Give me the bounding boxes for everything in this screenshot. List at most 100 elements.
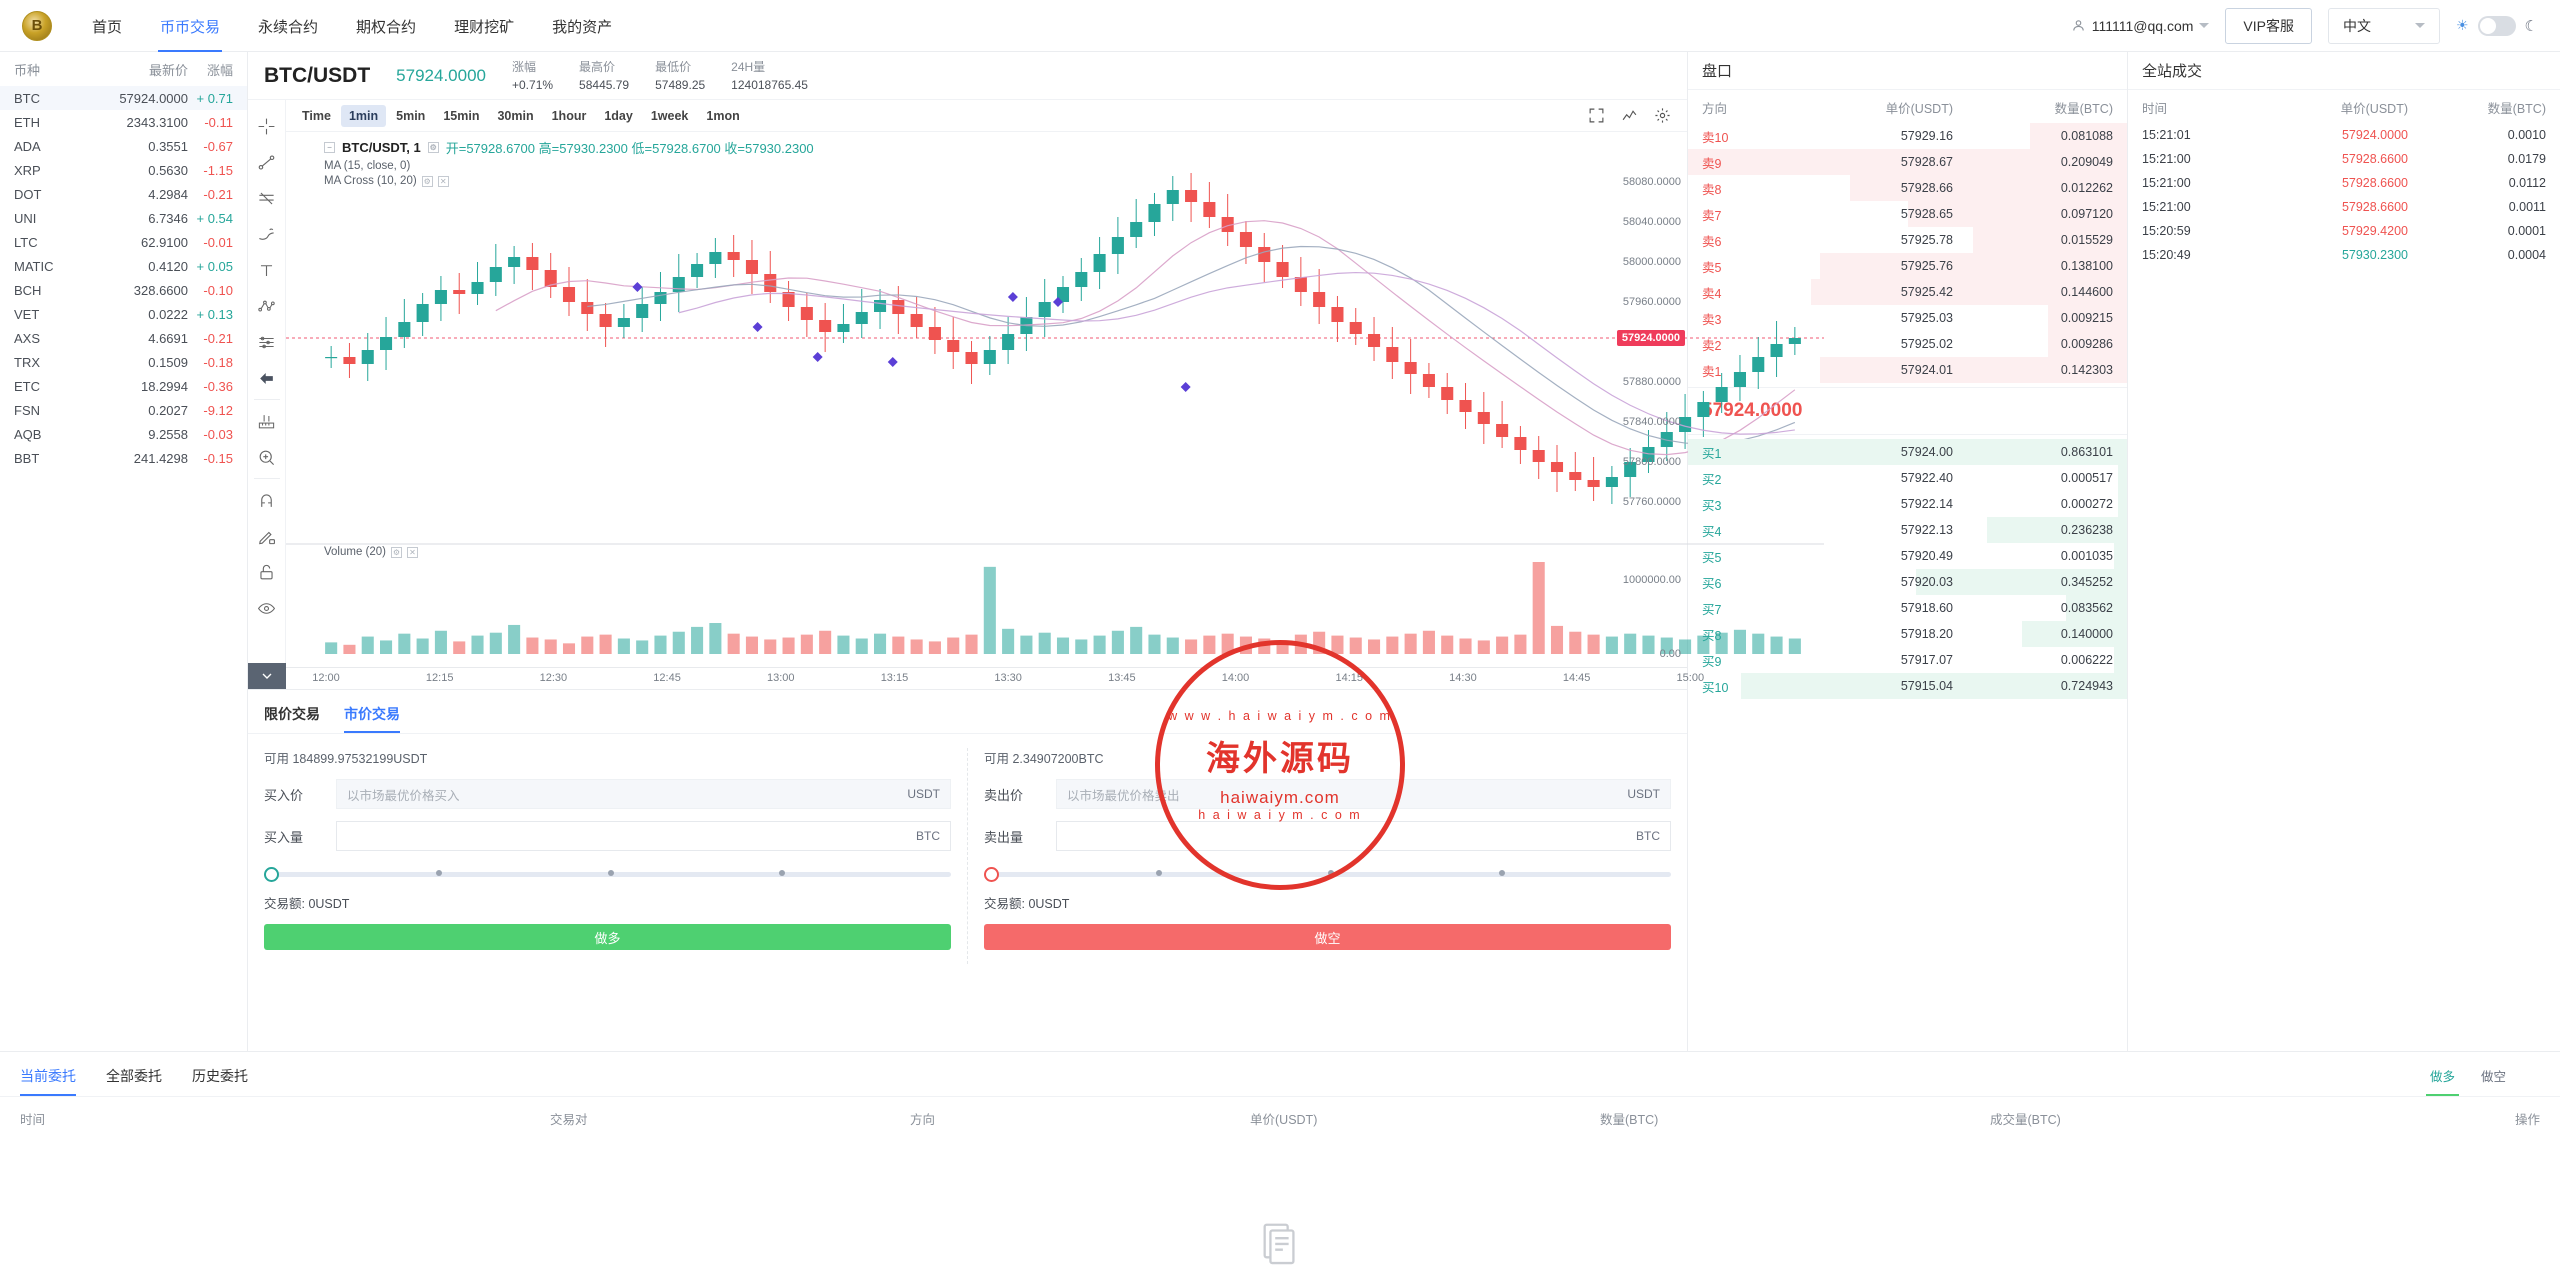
gear-icon[interactable] <box>1654 107 1671 124</box>
bid-row[interactable]: 买7 57918.60 0.083562 <box>1688 595 2127 621</box>
crosshair-icon[interactable] <box>252 108 282 144</box>
sell-short-button[interactable]: 做空 <box>984 924 1671 950</box>
bid-row[interactable]: 买5 57920.49 0.001035 <box>1688 543 2127 569</box>
side-toggle-做多[interactable]: 做多 <box>2425 1066 2460 1096</box>
nav-item-0[interactable]: 首页 <box>92 18 123 36</box>
coin-row[interactable]: ETH 2343.3100 -0.11 <box>0 110 247 134</box>
timeframe-Time[interactable]: Time <box>302 108 331 123</box>
orders-col-4: 数量(BTC) <box>1600 1113 1659 1127</box>
side-toggle-做空[interactable]: 做空 <box>2480 1070 2506 1084</box>
bid-row[interactable]: 买6 57920.03 0.345252 <box>1688 569 2127 595</box>
coin-row[interactable]: ETC 18.2994 -0.36 <box>0 374 247 398</box>
coin-row[interactable]: VET 0.0222 + 0.13 <box>0 302 247 326</box>
fullscreen-icon[interactable] <box>1588 107 1605 124</box>
coin-row[interactable]: BBT 241.4298 -0.15 <box>0 446 247 470</box>
slider-knob[interactable] <box>984 867 999 882</box>
bid-row[interactable]: 买1 57924.00 0.863101 <box>1688 439 2127 465</box>
coin-row[interactable]: AXS 4.6691 -0.21 <box>0 326 247 350</box>
settings-icon[interactable]: ⚙ <box>427 142 439 153</box>
bid-row[interactable]: 买8 57918.20 0.140000 <box>1688 621 2127 647</box>
orders-tab-全部委托[interactable]: 全部委托 <box>106 1068 162 1084</box>
bid-row[interactable]: 买2 57922.40 0.000517 <box>1688 465 2127 491</box>
ask-row[interactable]: 卖6 57925.78 0.015529 <box>1688 227 2127 253</box>
close-icon[interactable]: ✕ <box>437 175 449 187</box>
buy-price-input[interactable]: 以市场最优价格买入 USDT <box>336 779 951 809</box>
buy-amount-slider[interactable] <box>264 863 951 885</box>
eye-icon[interactable] <box>252 590 282 626</box>
slider-knob[interactable] <box>264 867 279 882</box>
nav-item-3[interactable]: 期权合约 <box>356 18 417 36</box>
orders-col-0: 时间 <box>20 1113 46 1127</box>
collapse-icon[interactable]: − <box>324 142 335 153</box>
sell-amount-input[interactable]: BTC <box>1056 821 1671 851</box>
timeframe-15min[interactable]: 15min <box>443 108 480 123</box>
coin-row[interactable]: BTC 57924.0000 + 0.71 <box>0 86 247 110</box>
unlock-icon[interactable] <box>252 554 282 590</box>
pencil-lock-icon[interactable] <box>252 518 282 554</box>
settings-icon[interactable]: ⚙ <box>421 175 433 187</box>
ask-row[interactable]: 卖5 57925.76 0.138100 <box>1688 253 2127 279</box>
sell-amount-slider[interactable] <box>984 863 1671 885</box>
sell-price-input[interactable]: 以市场最优价格卖出 USDT <box>1056 779 1671 809</box>
timeframe-5min[interactable]: 5min <box>396 108 426 123</box>
buy-long-button[interactable]: 做多 <box>264 924 951 950</box>
coin-row[interactable]: BCH 328.6600 -0.10 <box>0 278 247 302</box>
trend-line-icon[interactable] <box>252 144 282 180</box>
timeframe-1min[interactable]: 1min <box>340 104 387 127</box>
coin-row[interactable]: TRX 0.1509 -0.18 <box>0 350 247 374</box>
ask-row[interactable]: 卖10 57929.16 0.081088 <box>1688 123 2127 149</box>
coin-row[interactable]: DOT 4.2984 -0.21 <box>0 182 247 206</box>
close-icon[interactable]: ✕ <box>407 546 419 558</box>
nav-item-1[interactable]: 币币交易 <box>158 0 223 52</box>
orders-tab-当前委托[interactable]: 当前委托 <box>20 1066 76 1096</box>
settings-icon[interactable]: ⚙ <box>391 546 403 558</box>
ask-row[interactable]: 卖1 57924.01 0.142303 <box>1688 357 2127 383</box>
timeframe-1hour[interactable]: 1hour <box>551 108 587 123</box>
coin-row[interactable]: ADA 0.3551 -0.67 <box>0 134 247 158</box>
coin-row[interactable]: LTC 62.9100 -0.01 <box>0 230 247 254</box>
coin-row[interactable]: UNI 6.7346 + 0.54 <box>0 206 247 230</box>
chart-plot[interactable]: − BTC/USDT, 1 ⚙ 开=57928.6700 高=57930.230… <box>286 132 1824 667</box>
bid-row[interactable]: 买3 57922.14 0.000272 <box>1688 491 2127 517</box>
ask-row[interactable]: 卖8 57928.66 0.012262 <box>1688 175 2127 201</box>
timeframe-1mon[interactable]: 1mon <box>706 108 740 123</box>
indicator-icon[interactable] <box>1621 107 1638 124</box>
language-select[interactable]: 中文 <box>2327 7 2440 44</box>
magnet-icon[interactable] <box>252 482 282 518</box>
ask-row[interactable]: 卖9 57928.67 0.209049 <box>1688 149 2127 175</box>
text-icon[interactable] <box>252 252 282 288</box>
nav-item-2[interactable]: 永续合约 <box>258 18 319 36</box>
timeframe-1week[interactable]: 1week <box>650 108 689 123</box>
timeframe-30min[interactable]: 30min <box>497 108 534 123</box>
nav-item-5[interactable]: 我的资产 <box>552 18 613 36</box>
zoom-in-icon[interactable] <box>252 439 282 475</box>
ask-row[interactable]: 卖7 57928.65 0.097120 <box>1688 201 2127 227</box>
bid-row[interactable]: 买9 57917.07 0.006222 <box>1688 647 2127 673</box>
orders-tab-历史委托[interactable]: 历史委托 <box>192 1068 248 1084</box>
nav-item-4[interactable]: 理财挖矿 <box>454 18 515 36</box>
ask-row[interactable]: 卖3 57925.03 0.009215 <box>1688 305 2127 331</box>
vip-support-button[interactable]: VIP客服 <box>2225 7 2312 44</box>
brush-icon[interactable] <box>252 216 282 252</box>
user-menu[interactable]: 111111@qq.com <box>2071 18 2210 34</box>
buy-amount-input[interactable]: BTC <box>336 821 951 851</box>
pattern-icon[interactable] <box>252 288 282 324</box>
coin-row[interactable]: MATIC 0.4120 + 0.05 <box>0 254 247 278</box>
ask-row[interactable]: 卖2 57925.02 0.009286 <box>1688 331 2127 357</box>
coin-row[interactable]: FSN 0.2027 -9.12 <box>0 398 247 422</box>
forecast-icon[interactable] <box>252 324 282 360</box>
timeframe-1day[interactable]: 1day <box>604 108 633 123</box>
ask-row[interactable]: 卖4 57925.42 0.144600 <box>1688 279 2127 305</box>
collapse-toolbar-button[interactable] <box>247 663 286 689</box>
coin-row[interactable]: XRP 0.5630 -1.15 <box>0 158 247 182</box>
coin-row[interactable]: AQB 9.2558 -0.03 <box>0 422 247 446</box>
measure-icon[interactable] <box>252 403 282 439</box>
site-logo[interactable]: B <box>22 10 52 41</box>
order-tab-市价交易[interactable]: 市价交易 <box>344 704 400 733</box>
arrow-left-icon[interactable] <box>252 360 282 396</box>
fib-retracement-icon[interactable] <box>252 180 282 216</box>
bid-row[interactable]: 买10 57915.04 0.724943 <box>1688 673 2127 699</box>
bid-row[interactable]: 买4 57922.13 0.236238 <box>1688 517 2127 543</box>
order-tab-限价交易[interactable]: 限价交易 <box>264 706 320 722</box>
theme-toggle[interactable] <box>2477 15 2516 36</box>
